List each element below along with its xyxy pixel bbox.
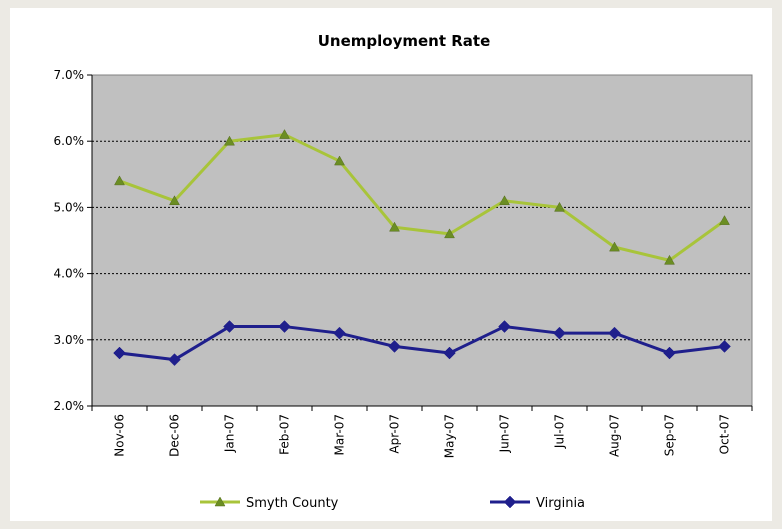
data-point-virginia — [663, 346, 676, 360]
data-point-smyth-county — [444, 228, 455, 239]
x-tick-label: Jul-07 — [553, 414, 567, 449]
data-point-virginia — [553, 326, 566, 340]
chart-title: Unemployment Rate — [318, 32, 491, 50]
data-point-smyth-county — [224, 135, 235, 146]
legend-marker — [214, 496, 226, 507]
unemployment-line-chart: Unemployment Rate 2.0% 3.0% 4.0% 5.0% 6.0% 7.… — [54, 32, 753, 511]
data-point-virginia — [608, 326, 621, 340]
data-point-smyth-county — [114, 175, 125, 186]
x-tick-label: Jun-07 — [498, 414, 512, 453]
data-point-smyth-county — [499, 195, 510, 206]
data-point-smyth-county — [169, 195, 180, 206]
data-point-virginia — [498, 320, 511, 333]
data-point-smyth-county — [334, 155, 345, 166]
x-tick-label: Apr-07 — [388, 414, 402, 454]
data-point-virginia — [168, 353, 181, 367]
x-tick-label: Dec-06 — [168, 414, 182, 457]
data-point-virginia — [388, 340, 401, 353]
data-point-virginia — [113, 346, 126, 360]
y-tick-label: 7.0% — [54, 68, 85, 82]
x-tick-label: May-07 — [443, 414, 457, 458]
series-line-smyth-county — [118, 133, 726, 262]
x-tick-label: Sep-07 — [663, 414, 677, 456]
legend-item-virginia: Virginia — [490, 495, 585, 511]
legend-item-smyth-county: Smyth County — [200, 496, 339, 511]
plot-area — [91, 74, 753, 407]
x-tick-label: Feb-07 — [278, 414, 292, 455]
data-point-smyth-county — [719, 215, 730, 225]
y-tick-label: 3.0% — [54, 333, 85, 347]
x-axis: Nov-06 Dec-06 Jan-07 Feb-07 Mar-07 Apr-07 May-… — [91, 405, 753, 458]
data-point-virginia — [718, 340, 731, 353]
legend: Smyth County Virginia — [200, 495, 585, 511]
y-axis: 2.0% 3.0% 4.0% 5.0% 6.0% 7.0% — [54, 68, 93, 413]
y-tick-label: 4.0% — [54, 267, 85, 281]
x-tick-label: Mar-07 — [333, 414, 347, 455]
data-point-smyth-county — [554, 201, 565, 212]
legend-label: Smyth County — [246, 496, 339, 511]
y-tick-label: 2.0% — [54, 399, 85, 413]
x-tick-label: Aug-07 — [608, 414, 622, 457]
data-point-virginia — [223, 320, 236, 333]
data-point-smyth-county — [279, 129, 290, 139]
x-tick-label: Oct-07 — [718, 414, 732, 454]
gridlines — [92, 140, 752, 341]
legend-label: Virginia — [536, 496, 585, 511]
data-point-virginia — [333, 326, 346, 340]
legend-marker — [503, 495, 517, 509]
chart-frame: Unemployment Rate 2.0% 3.0% 4.0% 5.0% 6.0% 7.… — [10, 8, 772, 521]
data-point-smyth-county — [389, 221, 400, 232]
data-point-virginia — [443, 346, 456, 360]
series-lines — [113, 129, 731, 367]
x-tick-label: Nov-06 — [113, 414, 127, 457]
data-point-virginia — [278, 320, 291, 333]
y-tick-label: 5.0% — [54, 200, 85, 214]
y-tick-label: 6.0% — [54, 134, 85, 148]
data-point-smyth-county — [664, 254, 675, 265]
series-line-virginia — [119, 325, 725, 362]
data-point-smyth-county — [609, 241, 620, 252]
x-tick-label: Jan-07 — [223, 414, 237, 453]
